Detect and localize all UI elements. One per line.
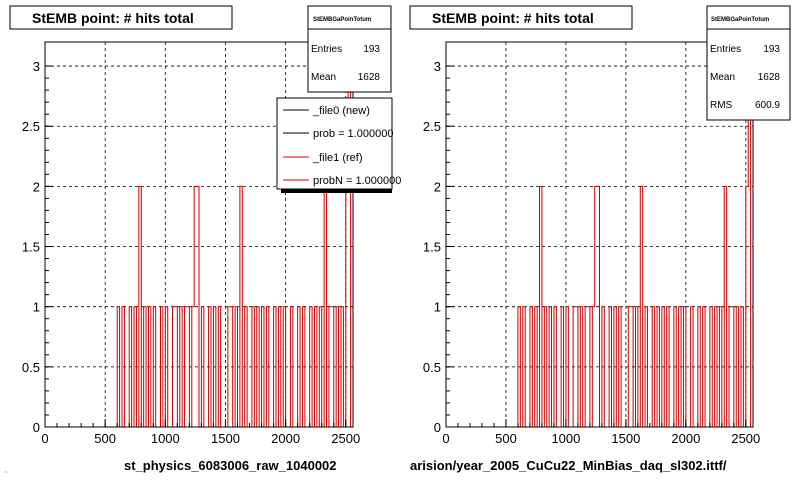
stats-mean-label: Mean — [710, 72, 735, 83]
plot-area: 0 500 1000 1500 2000 2500 0 0.5 1 1.5 2 2.5 3 — [423, 41, 760, 446]
stats-box-frame — [706, 5, 791, 121]
stats-title: StEMBGaPoinTotum — [711, 17, 769, 23]
legend: _file0 (new) prob = 1.000000 _file1 (ref… — [276, 97, 401, 193]
y-tick-label: 1.5 — [423, 240, 441, 255]
stats-entries-value: 193 — [763, 44, 780, 55]
x-tick-label: 2500 — [331, 431, 360, 446]
stats-entries-label: Entries — [710, 44, 741, 55]
stats-entries-value: 193 — [363, 44, 380, 55]
x-tick-label: 2500 — [731, 431, 760, 446]
y-tick-label: 0.5 — [423, 360, 441, 375]
x-tick-label: 1000 — [151, 431, 180, 446]
x-tick-label: 2000 — [271, 431, 300, 446]
y-tick-label: 0 — [434, 420, 441, 435]
stats-mean-label: Mean — [311, 72, 336, 83]
y-tick-label: 3 — [434, 59, 441, 74]
y-tick-label: 2.5 — [22, 119, 40, 134]
legend-frame — [276, 97, 393, 190]
x-tick-label: 0 — [41, 431, 48, 446]
histogram-title: StEMB point: # hits total — [432, 10, 594, 26]
stats-title: StEMBGaPoinTotum — [313, 17, 371, 23]
legend-entry-prob: prob = 1.000000 — [313, 128, 393, 140]
plot-area: 0 500 1000 1500 2000 2500 0 0.5 1 1.5 2 2.5 3 — [22, 41, 360, 446]
histogram-series-ref — [54, 65, 353, 428]
x-tick-label: 500 — [94, 431, 116, 446]
y-tick-label: 2 — [33, 179, 40, 194]
title-box — [409, 5, 633, 30]
legend-entry-probn: probN = 1.000000 — [313, 175, 401, 187]
y-tick-label: 2.5 — [423, 119, 441, 134]
stats-entries-label: Entries — [311, 44, 342, 55]
stats-rms-label: RMS — [710, 100, 733, 111]
histogram-panel-left: StEMB point: # hits total 0 500 1000 1500 20… — [9, 5, 401, 473]
y-tick-label: 1.5 — [22, 240, 40, 255]
y-tick-label: 0 — [33, 420, 40, 435]
x-tick-label: 1000 — [551, 431, 580, 446]
y-tick-label: 2 — [434, 179, 441, 194]
stats-rms-value: 600.9 — [755, 100, 780, 111]
histogram-title: StEMB point: # hits total — [32, 10, 194, 26]
x-tick-label: 500 — [495, 431, 517, 446]
x-axis-label: arision/year_2005_CuCu22_MinBias_daq_sl3… — [410, 458, 727, 473]
x-tick-label: 2000 — [671, 431, 700, 446]
stats-mean-value: 1628 — [358, 72, 381, 83]
stats-box: StEMBGaPoinTotum Entries 193 Mean 1628 R… — [706, 5, 791, 121]
histogram-panel-right: StEMB point: # hits total 0 500 1000 1500 20… — [409, 5, 791, 473]
x-axis-label: st_physics_6083006_raw_1040002 — [124, 458, 337, 473]
corner-text: ~ — [4, 470, 8, 476]
legend-entry-ref: _file1 (ref) — [312, 152, 363, 164]
x-tick-label: 0 — [442, 431, 449, 446]
x-tick-label: 1500 — [211, 431, 240, 446]
stats-box-frame — [307, 5, 392, 93]
histogram-series-ref — [455, 65, 753, 428]
x-tick-label: 1500 — [611, 431, 640, 446]
y-tick-label: 1 — [434, 300, 441, 315]
y-tick-label: 0.5 — [22, 360, 40, 375]
y-tick-label: 3 — [33, 59, 40, 74]
title-box — [9, 5, 233, 30]
stats-mean-value: 1628 — [758, 72, 781, 83]
legend-entry-new: _file0 (new) — [312, 105, 370, 117]
y-tick-label: 1 — [33, 300, 40, 315]
stats-box: StEMBGaPoinTotum Entries 193 Mean 1628 — [307, 5, 392, 93]
